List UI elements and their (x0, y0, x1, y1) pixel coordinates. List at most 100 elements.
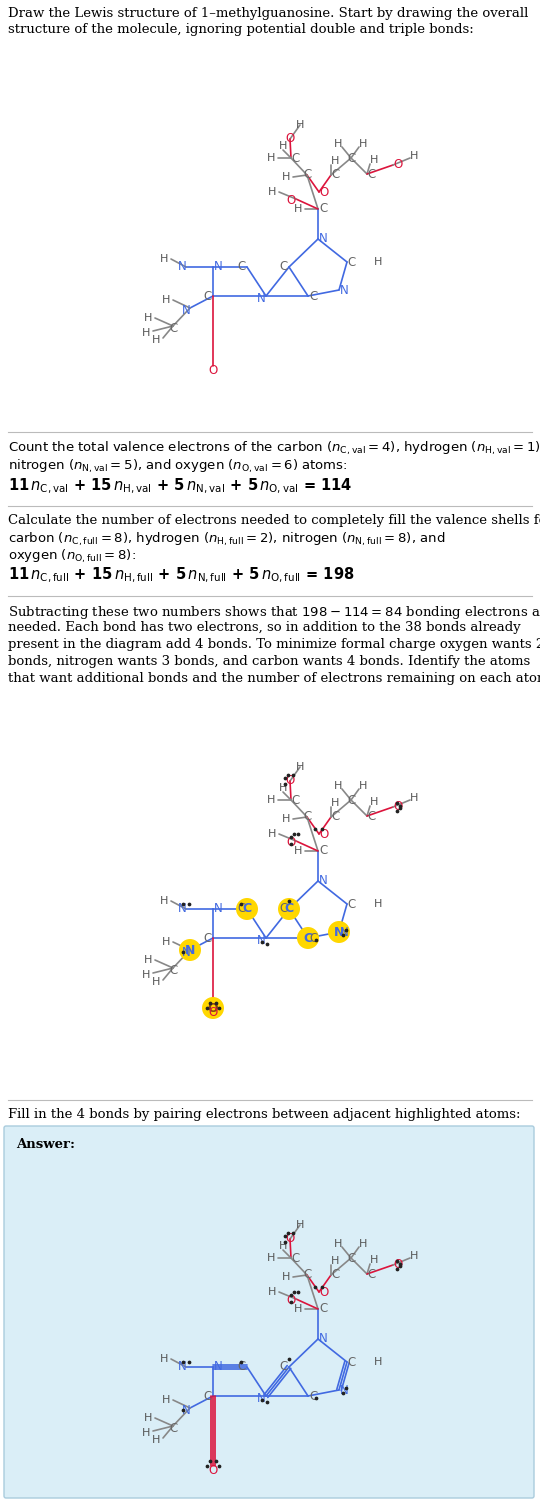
Text: H: H (152, 1435, 160, 1445)
Text: O: O (285, 775, 295, 788)
Text: C: C (238, 260, 246, 274)
Text: C: C (169, 1421, 177, 1435)
Text: C: C (332, 1268, 340, 1281)
Text: bonds, nitrogen wants 3 bonds, and carbon wants 4 bonds. Identify the atoms: bonds, nitrogen wants 3 bonds, and carbo… (8, 656, 530, 668)
Text: $\mathbf{11\,}$$n_\mathrm{C,val}$$\mathbf{\,+\,15\,}$$n_\mathrm{H,val}$$\mathbf{: $\mathbf{11\,}$$n_\mathrm{C,val}$$\mathb… (8, 477, 353, 496)
Text: N: N (181, 304, 191, 317)
Text: C: C (242, 902, 252, 916)
Text: C: C (332, 811, 340, 824)
Text: C: C (292, 1251, 300, 1265)
Text: H: H (334, 1239, 342, 1248)
Text: H: H (359, 1239, 367, 1248)
Circle shape (236, 898, 258, 920)
Text: H: H (334, 781, 342, 791)
Text: C: C (303, 811, 311, 824)
Text: C: C (309, 931, 317, 945)
Text: N: N (256, 292, 265, 305)
Text: O: O (208, 1463, 218, 1477)
Text: H: H (296, 763, 304, 772)
Text: N: N (319, 233, 327, 245)
Circle shape (297, 926, 319, 949)
Text: N: N (185, 943, 195, 957)
Text: C: C (292, 794, 300, 806)
Text: O: O (319, 827, 329, 841)
Text: C: C (204, 931, 212, 945)
Text: C: C (169, 964, 177, 976)
Text: H: H (359, 781, 367, 791)
Text: C: C (309, 289, 317, 302)
Text: C: C (347, 794, 355, 806)
Text: O: O (286, 194, 295, 208)
Text: N: N (214, 260, 222, 274)
Text: $\mathbf{11\,}$$n_\mathrm{C,full}$$\mathbf{\,+\,15\,}$$n_\mathrm{H,full}$$\mathb: $\mathbf{11\,}$$n_\mathrm{C,full}$$\math… (8, 566, 355, 585)
Text: H: H (294, 845, 302, 856)
Text: H: H (296, 1220, 304, 1230)
Text: H: H (161, 937, 170, 948)
Text: N: N (181, 946, 191, 960)
Text: Subtracting these two numbers shows that $198-114=84$ bonding electrons are: Subtracting these two numbers shows that… (8, 605, 540, 621)
Text: H: H (279, 1241, 287, 1251)
Text: C: C (238, 902, 246, 916)
Text: O: O (319, 1286, 329, 1298)
Text: H: H (267, 153, 275, 162)
Text: C: C (303, 931, 313, 945)
Text: N: N (319, 874, 327, 887)
Text: H: H (331, 156, 339, 165)
Text: H: H (152, 335, 160, 344)
Text: N: N (256, 934, 265, 948)
Text: O: O (208, 1002, 218, 1015)
Text: nitrogen ($n_\mathrm{N,val}=5$), and oxygen ($n_\mathrm{O,val}=6$) atoms:: nitrogen ($n_\mathrm{N,val}=5$), and oxy… (8, 459, 348, 475)
Text: H: H (161, 295, 170, 305)
Text: O: O (393, 1259, 403, 1271)
Text: C: C (303, 168, 311, 182)
Circle shape (179, 938, 201, 961)
Text: H: H (331, 799, 339, 808)
Text: H: H (160, 254, 168, 265)
Text: H: H (374, 899, 382, 908)
Text: Calculate the number of electrons needed to completely fill the valence shells f: Calculate the number of electrons needed… (8, 514, 540, 526)
Text: O: O (393, 158, 403, 171)
Text: C: C (285, 902, 294, 916)
Text: H: H (410, 1251, 418, 1260)
Text: H: H (144, 955, 152, 966)
Text: H: H (370, 155, 378, 165)
Text: H: H (144, 1412, 152, 1423)
Text: H: H (410, 150, 418, 161)
Text: H: H (267, 796, 275, 805)
Text: H: H (279, 784, 287, 793)
Text: H: H (144, 313, 152, 323)
Text: H: H (160, 896, 168, 905)
Text: H: H (410, 793, 418, 803)
Text: Answer:: Answer: (16, 1139, 75, 1151)
Text: C: C (309, 1390, 317, 1403)
Text: C: C (347, 152, 355, 164)
Text: carbon ($n_\mathrm{C,full}=8$), hydrogen ($n_\mathrm{H,full}=2$), nitrogen ($n_\: carbon ($n_\mathrm{C,full}=8$), hydrogen… (8, 531, 446, 547)
Text: H: H (141, 970, 150, 981)
Text: C: C (319, 845, 327, 857)
Text: C: C (204, 1390, 212, 1403)
Text: H: H (294, 1304, 302, 1314)
Text: C: C (368, 167, 376, 180)
Text: Count the total valence electrons of the carbon ($n_\mathrm{C,val}=4$), hydrogen: Count the total valence electrons of the… (8, 441, 540, 457)
Text: N: N (178, 1361, 186, 1373)
Text: H: H (268, 1287, 276, 1296)
Text: N: N (319, 1333, 327, 1346)
Text: H: H (161, 1396, 170, 1405)
Text: N: N (340, 1384, 348, 1397)
Text: H: H (279, 141, 287, 150)
Text: O: O (319, 185, 329, 199)
Text: H: H (282, 171, 290, 182)
Text: needed. Each bond has two electrons, so in addition to the 38 bonds already: needed. Each bond has two electrons, so … (8, 621, 521, 635)
Text: H: H (294, 205, 302, 214)
Text: N: N (178, 260, 186, 274)
Text: H: H (370, 1254, 378, 1265)
Text: O: O (285, 132, 295, 146)
Text: that want additional bonds and the number of electrons remaining on each atom:: that want additional bonds and the numbe… (8, 672, 540, 684)
Text: O: O (285, 1232, 295, 1245)
Text: C: C (238, 1361, 246, 1373)
Text: N: N (334, 925, 344, 938)
Text: N: N (340, 283, 348, 296)
Text: H: H (374, 257, 382, 268)
Text: O: O (393, 800, 403, 814)
Text: N: N (214, 1361, 222, 1373)
